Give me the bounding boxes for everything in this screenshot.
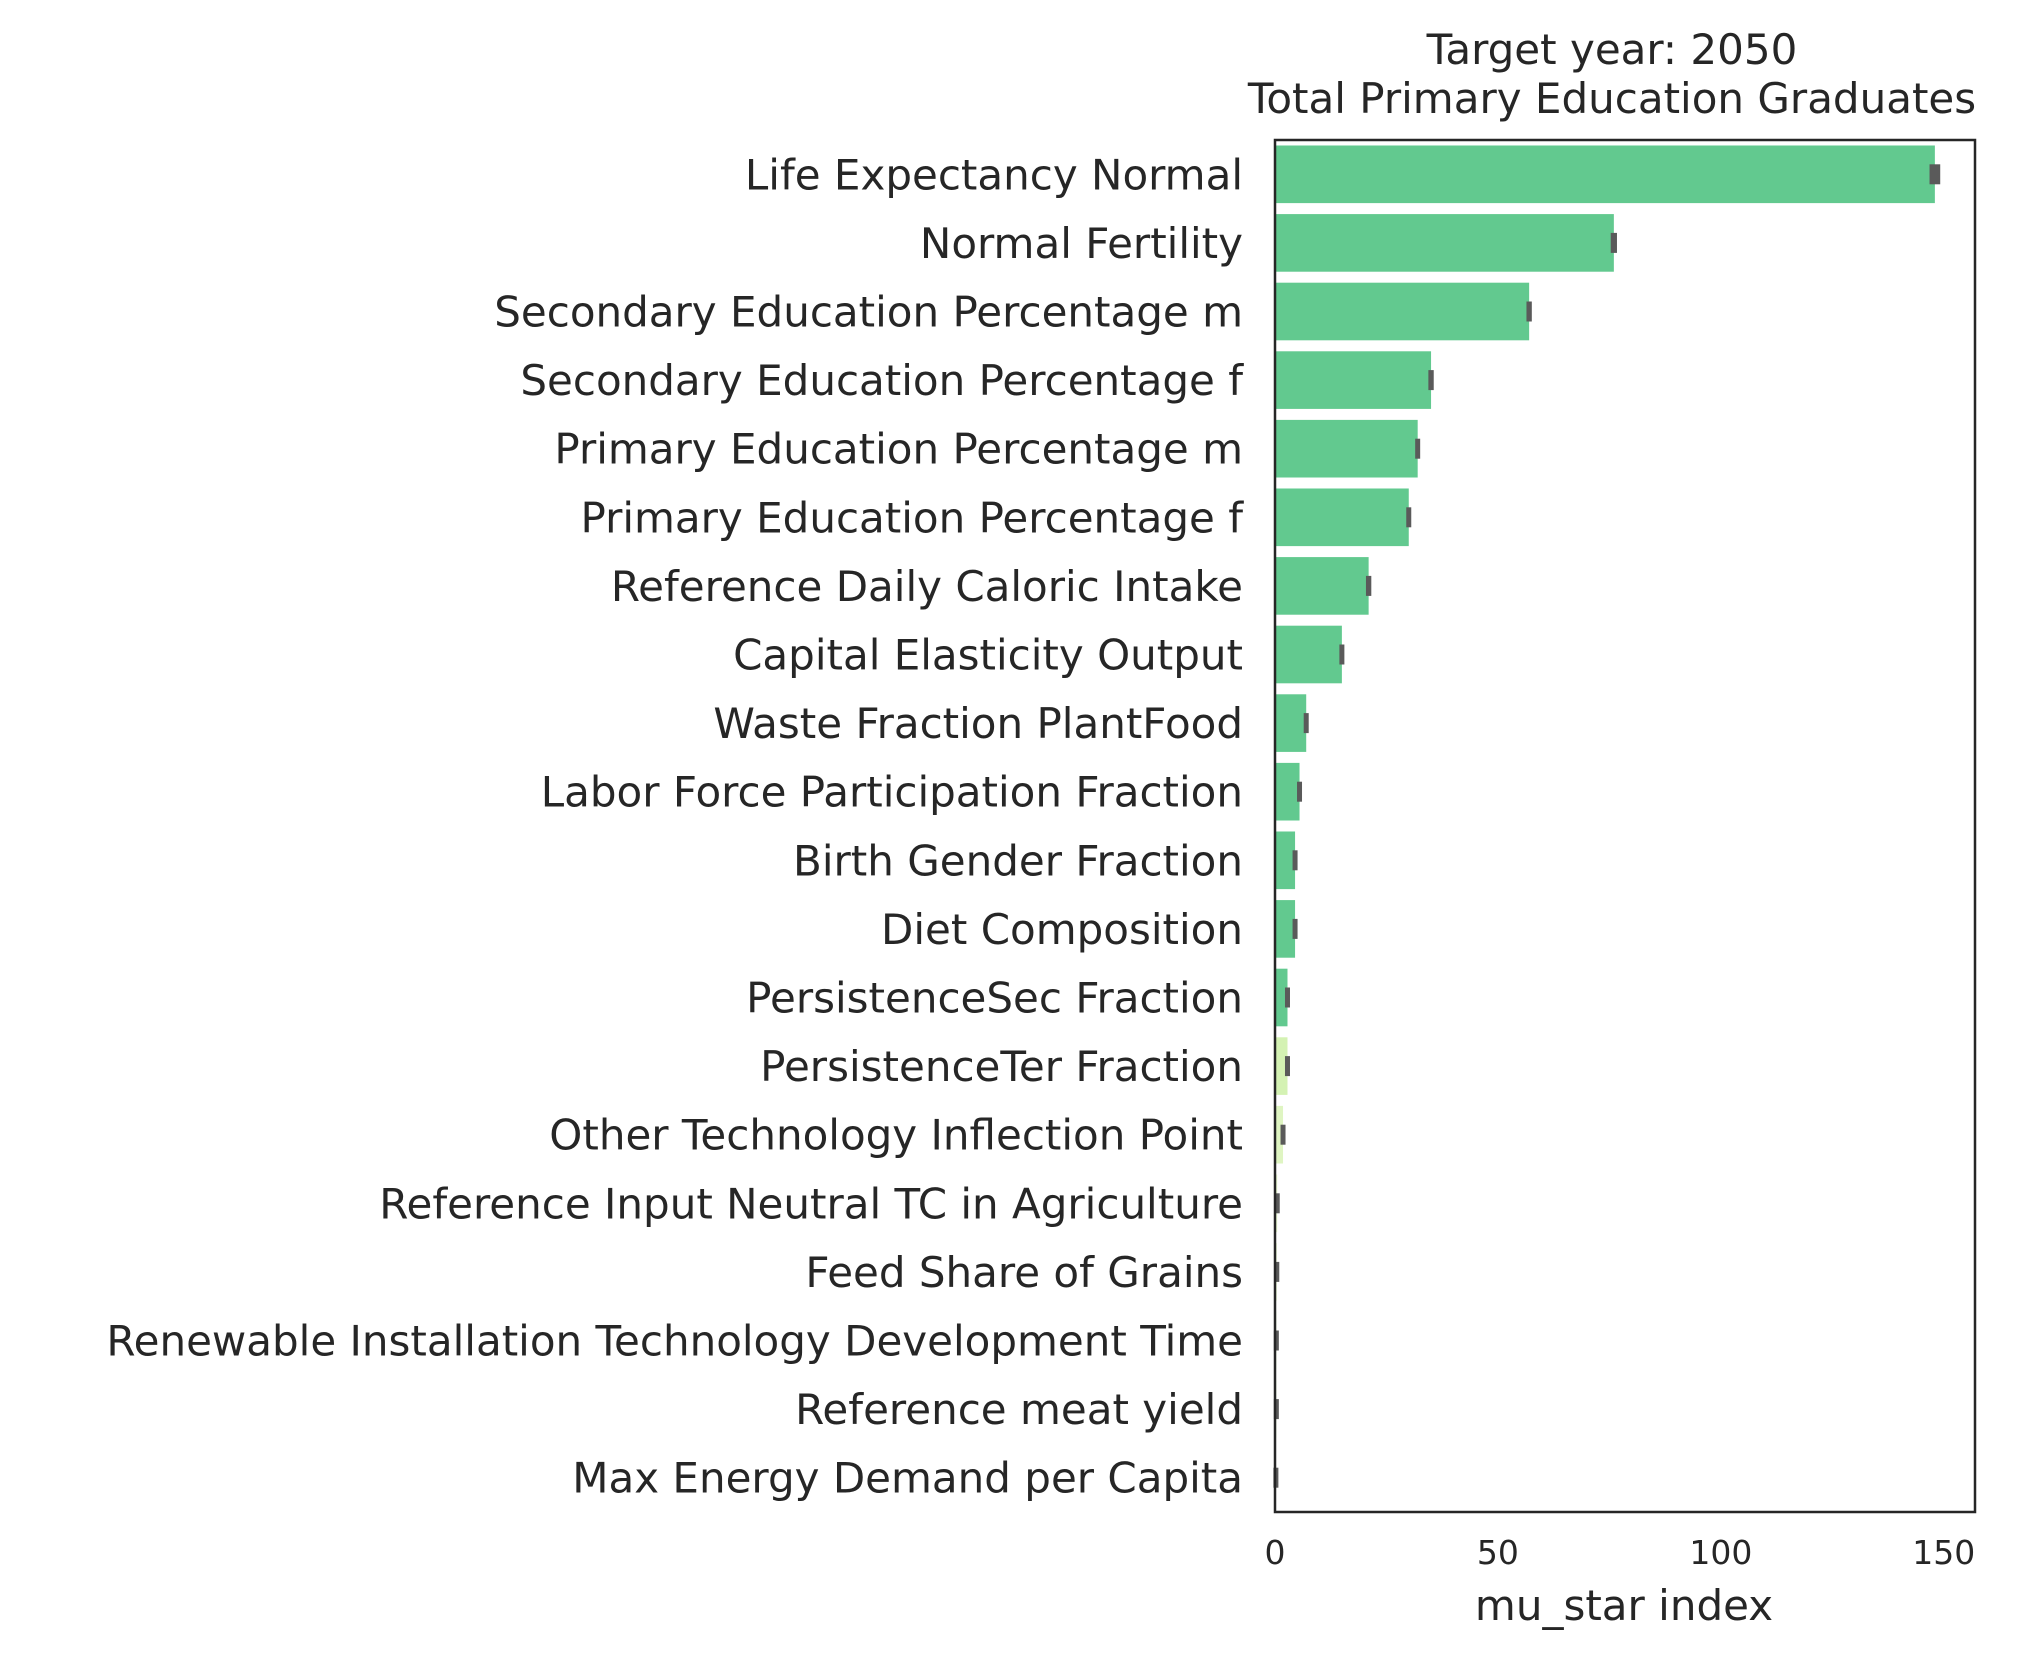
category-label: Birth Gender Fraction	[793, 836, 1243, 885]
category-labels: Life Expectancy Normal Normal Fertility Se…	[106, 150, 1244, 1502]
x-tick-label: 50	[1477, 1533, 1519, 1572]
chart-title: Target year: 2050	[1426, 25, 1798, 74]
error-bar	[1303, 713, 1309, 734]
category-label: Normal Fertility	[920, 219, 1243, 268]
x-tick-label: 0	[1265, 1533, 1286, 1572]
bar	[1275, 351, 1432, 409]
bar	[1275, 694, 1307, 752]
category-label: Capital Elasticity Output	[733, 631, 1243, 680]
bar	[1275, 282, 1530, 341]
category-label: Secondary Education Percentage f	[520, 356, 1244, 405]
category-label: Other Technology Inflection Point	[549, 1111, 1243, 1160]
category-label: Life Expectancy Normal	[745, 150, 1243, 199]
category-label: Max Energy Demand per Capita	[572, 1454, 1243, 1503]
category-label: Waste Fraction PlantFood	[713, 699, 1243, 748]
category-label: Reference meat yield	[795, 1385, 1243, 1434]
error-bar	[1273, 1399, 1279, 1420]
chart-subtitle: Total Primary Education Graduates	[1247, 74, 1976, 123]
x-axis-ticks: 0 50 100 150	[1265, 1533, 1976, 1572]
error-bar	[1365, 575, 1372, 596]
error-bar	[1339, 644, 1345, 665]
plot-frame	[1273, 138, 1977, 1514]
bar	[1275, 968, 1288, 1027]
category-label: Labor Force Participation Fraction	[541, 768, 1243, 817]
bars-layer	[1275, 145, 1935, 1507]
x-tick-label: 150	[1912, 1533, 1975, 1572]
category-label: Feed Share of Grains	[805, 1248, 1243, 1297]
error-bar	[1292, 918, 1298, 939]
error-bar	[1929, 164, 1941, 185]
category-label: PersistenceTer Fraction	[760, 1042, 1243, 1091]
error-bar	[1280, 1124, 1286, 1145]
category-label: Secondary Education Percentage m	[494, 288, 1243, 337]
x-axis-label: mu_star index	[1475, 1581, 1773, 1630]
error-bar	[1284, 987, 1290, 1008]
error-bar	[1292, 850, 1298, 871]
x-tick-label: 100	[1689, 1533, 1752, 1572]
category-label: Primary Education Percentage m	[554, 425, 1243, 474]
category-label: Renewable Installation Technology Develo…	[106, 1317, 1243, 1366]
error-bar	[1274, 1261, 1280, 1282]
bar	[1275, 1105, 1284, 1164]
bar	[1275, 900, 1296, 958]
error-bar	[1610, 232, 1617, 253]
bar	[1275, 762, 1300, 821]
category-label: PersistenceSec Fraction	[746, 974, 1243, 1023]
bar	[1275, 1037, 1288, 1095]
category-label: Diet Composition	[881, 905, 1243, 954]
bar	[1275, 145, 1935, 204]
bar	[1275, 625, 1342, 684]
error-bar	[1274, 1193, 1280, 1214]
category-label: Reference Daily Caloric Intake	[611, 562, 1243, 611]
bar	[1275, 488, 1409, 547]
error-bar	[1526, 301, 1532, 322]
bar	[1275, 214, 1614, 272]
error-bar	[1297, 781, 1303, 802]
error-bar	[1406, 507, 1412, 528]
error-bar	[1273, 1330, 1279, 1351]
category-label: Reference Input Neutral TC in Agricultur…	[379, 1179, 1243, 1228]
bar	[1275, 831, 1296, 890]
error-bar	[1284, 1056, 1290, 1077]
category-label: Primary Education Percentage f	[580, 493, 1244, 542]
bar	[1275, 557, 1369, 615]
bar	[1275, 419, 1418, 478]
error-bar	[1428, 370, 1434, 391]
error-bar	[1415, 438, 1421, 459]
